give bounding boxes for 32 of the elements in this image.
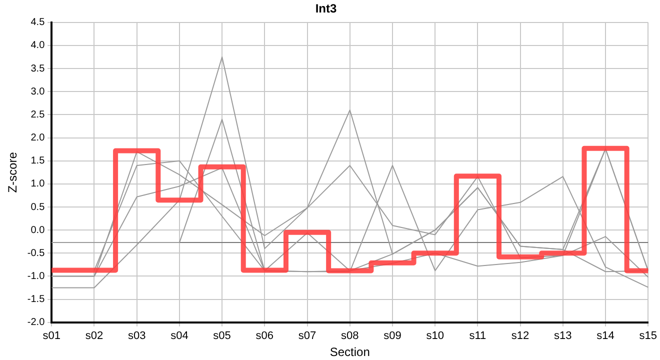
- y-tick-label: -0.5: [27, 248, 46, 259]
- x-tick-label: s03: [128, 330, 146, 342]
- x-tick-label: s05: [213, 330, 231, 342]
- y-tick-label: 0.5: [30, 202, 46, 213]
- x-tick-label: s04: [170, 330, 188, 342]
- y-tick-label: 3.5: [30, 63, 46, 74]
- x-axis-title: Section: [330, 345, 370, 360]
- x-tick-label: s15: [639, 330, 658, 342]
- y-tick-label: 3.0: [30, 86, 46, 98]
- y-tick-label: 4.5: [30, 17, 46, 28]
- x-tick-label: s07: [298, 330, 316, 342]
- chart-title: Int3: [315, 2, 337, 16]
- y-tick-label: -2.0: [27, 317, 46, 328]
- y-tick-label: 0.0: [30, 224, 46, 236]
- y-tick-label: -1.5: [27, 294, 46, 306]
- x-tick-label: s09: [384, 330, 402, 342]
- y-tick-label: 2.0: [30, 132, 46, 144]
- y-tick-label: 2.5: [30, 109, 46, 120]
- y-tick-label: -1.0: [27, 270, 46, 282]
- x-tick-label: s06: [256, 330, 274, 342]
- x-tick-label: s10: [426, 330, 444, 342]
- x-tick-label: s12: [511, 330, 530, 342]
- y-tick-label: 1.0: [30, 178, 46, 190]
- x-tick-label: s14: [596, 330, 614, 342]
- x-tick-label: s11: [469, 330, 486, 342]
- x-tick-label: s08: [341, 330, 359, 342]
- y-tick-label: 1.5: [30, 156, 46, 167]
- y-axis-title: Z-score: [6, 152, 20, 193]
- y-tick-label: 4.0: [30, 40, 46, 52]
- x-tick-label: s13: [554, 330, 572, 342]
- x-tick-label: s02: [85, 330, 104, 342]
- x-tick-label: s01: [42, 330, 61, 342]
